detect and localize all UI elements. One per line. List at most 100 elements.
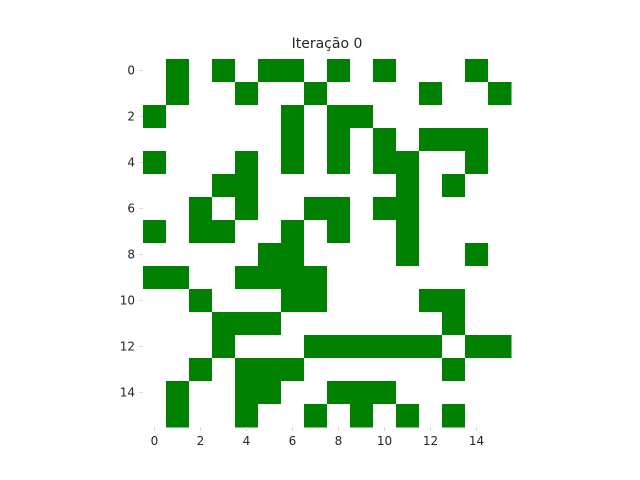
- cell-9-15: [488, 266, 512, 290]
- cell-5-0: [143, 174, 167, 198]
- cell-13-15: [488, 358, 512, 382]
- cell-7-11: [396, 220, 420, 244]
- cell-3-14: [465, 128, 489, 152]
- cell-7-3: [212, 220, 236, 244]
- cell-5-14: [465, 174, 489, 198]
- cell-9-0: [143, 266, 167, 290]
- y-tick-label: 6: [127, 202, 135, 216]
- cell-9-1: [166, 266, 190, 290]
- cell-10-5: [258, 289, 282, 313]
- cell-4-0: [143, 151, 167, 175]
- cell-12-8: [327, 335, 351, 359]
- cell-15-14: [465, 404, 489, 428]
- cell-9-12: [419, 266, 443, 290]
- cell-14-5: [258, 381, 282, 405]
- cell-6-11: [396, 197, 420, 221]
- cell-13-8: [327, 358, 351, 382]
- cell-9-13: [442, 266, 466, 290]
- cell-8-2: [189, 243, 213, 267]
- cell-11-6: [281, 312, 305, 336]
- cell-1-1: [166, 82, 190, 106]
- cell-12-4: [235, 335, 259, 359]
- cell-6-7: [304, 197, 328, 221]
- cell-8-15: [488, 243, 512, 267]
- cell-15-0: [143, 404, 167, 428]
- x-tick-label: 10: [377, 434, 392, 448]
- cell-14-11: [396, 381, 420, 405]
- cell-3-3: [212, 128, 236, 152]
- cell-3-7: [304, 128, 328, 152]
- cell-3-13: [442, 128, 466, 152]
- cell-2-0: [143, 105, 167, 129]
- cell-4-2: [189, 151, 213, 175]
- cell-8-6: [281, 243, 305, 267]
- cell-4-11: [396, 151, 420, 175]
- cell-9-3: [212, 266, 236, 290]
- cell-2-12: [419, 105, 443, 129]
- cell-4-12: [419, 151, 443, 175]
- cell-6-3: [212, 197, 236, 221]
- cell-10-15: [488, 289, 512, 313]
- cell-4-15: [488, 151, 512, 175]
- cell-4-14: [465, 151, 489, 175]
- cell-12-9: [350, 335, 374, 359]
- cell-5-2: [189, 174, 213, 198]
- cell-8-12: [419, 243, 443, 267]
- cell-7-13: [442, 220, 466, 244]
- cell-14-15: [488, 381, 512, 405]
- cell-15-11: [396, 404, 420, 428]
- cell-14-14: [465, 381, 489, 405]
- y-tick-label: 14: [120, 386, 135, 400]
- cell-3-0: [143, 128, 167, 152]
- cell-0-14: [465, 59, 489, 83]
- cell-6-12: [419, 197, 443, 221]
- cell-0-7: [304, 59, 328, 83]
- cell-2-3: [212, 105, 236, 129]
- cell-8-8: [327, 243, 351, 267]
- cell-4-6: [281, 151, 305, 175]
- cell-12-13: [442, 335, 466, 359]
- x-tick-label: 12: [423, 434, 438, 448]
- cell-1-11: [396, 82, 420, 106]
- cell-3-4: [235, 128, 259, 152]
- cell-0-1: [166, 59, 190, 83]
- cell-12-5: [258, 335, 282, 359]
- cell-7-10: [373, 220, 397, 244]
- cell-13-3: [212, 358, 236, 382]
- cell-1-10: [373, 82, 397, 106]
- cell-0-9: [350, 59, 374, 83]
- cell-1-3: [212, 82, 236, 106]
- cell-10-14: [465, 289, 489, 313]
- cell-3-6: [281, 128, 305, 152]
- cell-8-9: [350, 243, 374, 267]
- cell-0-8: [327, 59, 351, 83]
- cell-1-15: [488, 82, 512, 106]
- cell-11-10: [373, 312, 397, 336]
- cell-4-9: [350, 151, 374, 175]
- cell-12-3: [212, 335, 236, 359]
- cell-0-10: [373, 59, 397, 83]
- cell-11-3: [212, 312, 236, 336]
- cell-11-2: [189, 312, 213, 336]
- cell-6-15: [488, 197, 512, 221]
- cell-1-2: [189, 82, 213, 106]
- cell-14-9: [350, 381, 374, 405]
- cell-5-4: [235, 174, 259, 198]
- cell-7-14: [465, 220, 489, 244]
- cell-5-11: [396, 174, 420, 198]
- cell-9-10: [373, 266, 397, 290]
- cell-14-2: [189, 381, 213, 405]
- cell-10-8: [327, 289, 351, 313]
- cell-5-7: [304, 174, 328, 198]
- cell-2-5: [258, 105, 282, 129]
- y-tick-label: 12: [120, 340, 135, 354]
- x-tick-label: 14: [469, 434, 484, 448]
- cell-7-12: [419, 220, 443, 244]
- cell-15-15: [488, 404, 512, 428]
- cell-8-10: [373, 243, 397, 267]
- cell-13-0: [143, 358, 167, 382]
- cell-8-1: [166, 243, 190, 267]
- cell-0-13: [442, 59, 466, 83]
- cell-7-9: [350, 220, 374, 244]
